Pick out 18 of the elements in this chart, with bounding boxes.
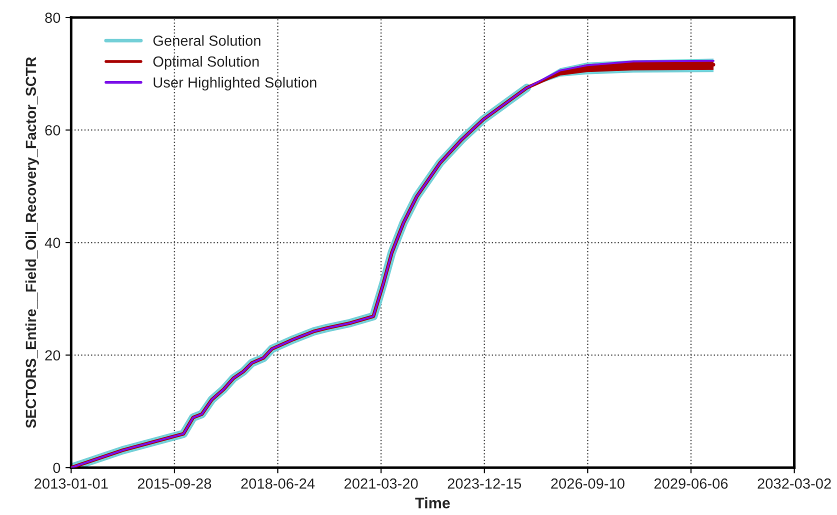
legend-label: General Solution [153, 35, 260, 46]
y-tick-label: 80 [45, 12, 60, 23]
x-tick-label: 2026-09-10 [551, 478, 624, 489]
x-tick-label: 2021-03-20 [344, 478, 418, 489]
legend-label: User Highlighted Solution [154, 76, 316, 91]
x-tick-label: 2032-03-02 [758, 478, 831, 489]
y-axis-title: SECTORS_Entire__Field_Oil_Recovery_Factor_SCTR [25, 56, 39, 428]
x-tick-label: 2013-01-01 [34, 478, 108, 489]
x-axis-title: Time [415, 497, 450, 508]
y-tick-label: 60 [45, 125, 60, 136]
y-tick-label: 40 [44, 238, 60, 248]
legend-label: Optimal Solution [153, 56, 259, 70]
y-tick-label: 0 [53, 462, 60, 474]
x-tick-label: 2023-12-15 [448, 478, 522, 489]
y-tick-label: 20 [45, 350, 60, 361]
x-tick-label: 2029-06-06 [654, 478, 728, 489]
x-tick-label: 2018-06-24 [241, 478, 315, 489]
x-tick-label: 2015-09-28 [138, 478, 212, 489]
